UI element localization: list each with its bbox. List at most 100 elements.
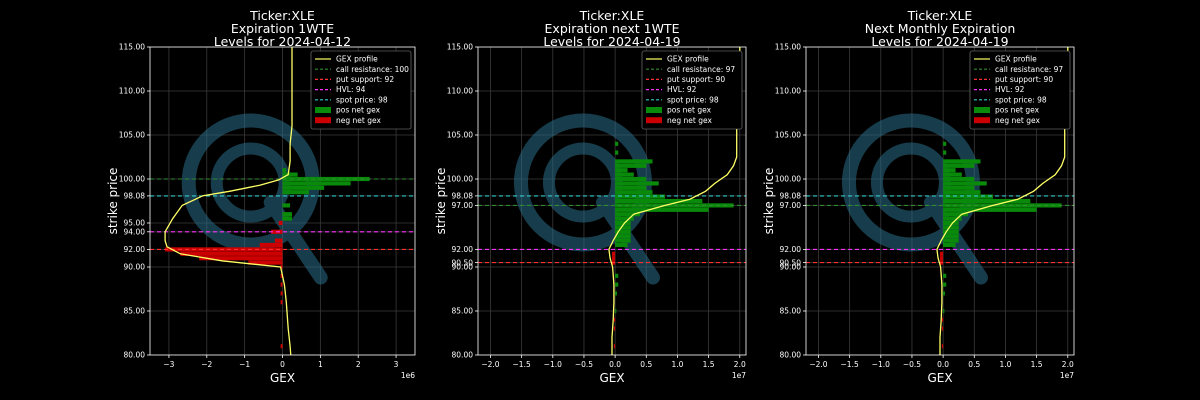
pos-gex-bar [943,168,956,173]
pos-gex-bar [943,229,959,234]
pos-gex-bar [282,190,309,195]
pos-gex-bar [615,194,665,199]
chart-title-line-2: Expiration next 1WTE [545,21,680,36]
pos-gex-bar [943,207,1037,212]
y-tick-label: 115.00 [775,43,801,52]
pos-gex-bar [943,234,959,239]
pos-gex-bar [615,242,628,248]
legend-entry: put support: 90 [667,75,725,84]
pos-gex-bar [943,194,993,199]
pos-gex-bar [943,176,975,182]
y-axis-label: strike price [762,168,776,235]
y-axis-label: strike price [434,168,448,235]
x-axis-label: GEX [270,371,295,385]
pos-gex-bar [615,181,659,186]
y-tick-label: 100.00 [119,175,145,184]
y-tick-label: 98.08 [452,192,474,201]
y-tick-label: 95.00 [124,219,146,228]
legend-swatch [315,107,331,113]
neg-gex-bar [280,300,283,305]
neg-gex-bar [280,264,283,270]
axes-frame [805,46,1075,356]
pos-gex-bar [943,273,947,278]
pos-gex-bar [615,185,647,190]
pos-gex-bar [943,159,981,164]
x-tick-label: −1 [239,360,250,369]
chart-title-line-2: Expiration 1WTE [231,21,334,36]
neg-gex-bar [280,291,283,296]
pos-gex-bar [943,141,947,146]
x-tick-label: 3 [394,360,399,369]
gex-profile-line [608,47,741,355]
y-tick-label: 90.50 [780,258,802,267]
y-tick-label: 94.00 [124,228,146,237]
neg-gex-bar [280,273,283,278]
legend-entry: neg net gex [667,116,712,125]
legend-entry: neg net gex [995,116,1040,125]
pos-gex-bar [615,273,619,278]
x-tick-label: −0.5 [575,360,593,369]
y-tick-label: 98.08 [780,192,802,201]
y-tick-label: 105.00 [119,131,145,140]
pos-gex-bar [282,203,291,208]
legend-swatch [315,117,331,124]
y-tick-label: 98.08 [124,192,146,201]
x-tick-label: 1.0 [999,360,1011,369]
neg-gex-bar [613,326,616,331]
legend-entry: put support: 90 [995,75,1053,84]
pos-gex-bar [615,198,703,204]
neg-gex-bar [274,238,283,243]
y-tick-label: 80.00 [124,351,146,360]
chart-title-line-3: Levels for 2024-04-19 [543,34,680,49]
gex-profile-line [164,47,293,355]
legend-entry: call resistance: 97 [995,65,1063,74]
pos-gex-bar [615,207,709,212]
y-tick-label: 115.00 [119,43,145,52]
legend-entry: call resistance: 97 [667,65,735,74]
pos-gex-bar [943,238,959,243]
y-tick-label: 92.00 [452,245,474,254]
y-tick-label: 85.00 [452,307,474,316]
pos-gex-bar [615,220,631,226]
pos-gex-bar [943,181,987,186]
x-tick-label: 0.0 [609,360,621,369]
legend-entry: call resistance: 100 [336,65,409,74]
pos-gex-bar [943,282,947,287]
pos-gex-bar [282,185,325,190]
x-tick-label: 0.0 [937,360,949,369]
legend-swatch [974,117,990,124]
neg-gex-bar [259,242,283,248]
neg-gex-bar [280,344,283,349]
x-tick-label: 1.5 [1031,360,1043,369]
y-tick-label: 92.00 [124,245,146,254]
pos-gex-bar [615,168,628,173]
neg-gex-bar [199,256,283,261]
legend-entry: HVL: 94 [336,85,366,94]
legend-entry: GEX profile [667,55,709,64]
pos-gex-bar [615,225,631,230]
legend-swatch [646,117,662,124]
legend-swatch [646,107,662,113]
pos-gex-bar [943,225,959,230]
legend-entry: GEX profile [336,55,378,64]
legend-entry: pos net gex [995,106,1040,115]
pos-gex-bar [615,176,647,182]
x-tick-label: −1.0 [872,360,890,369]
pos-gex-bar [943,150,947,155]
pos-gex-bar [615,150,619,155]
watermark-tail [263,195,328,285]
y-tick-label: 80.00 [780,351,802,360]
x-tick-label: −2.0 [809,360,827,369]
x-tick-label: 1.5 [703,360,715,369]
legend-box [969,50,1071,130]
y-tick-label: 100.00 [775,175,801,184]
x-tick-label: 0 [280,360,285,369]
gex-profile-line [936,47,1069,355]
neg-gex-bar [613,344,616,349]
pos-gex-bar [943,220,959,226]
chart-title-line-3: Levels for 2024-04-19 [871,34,1008,49]
